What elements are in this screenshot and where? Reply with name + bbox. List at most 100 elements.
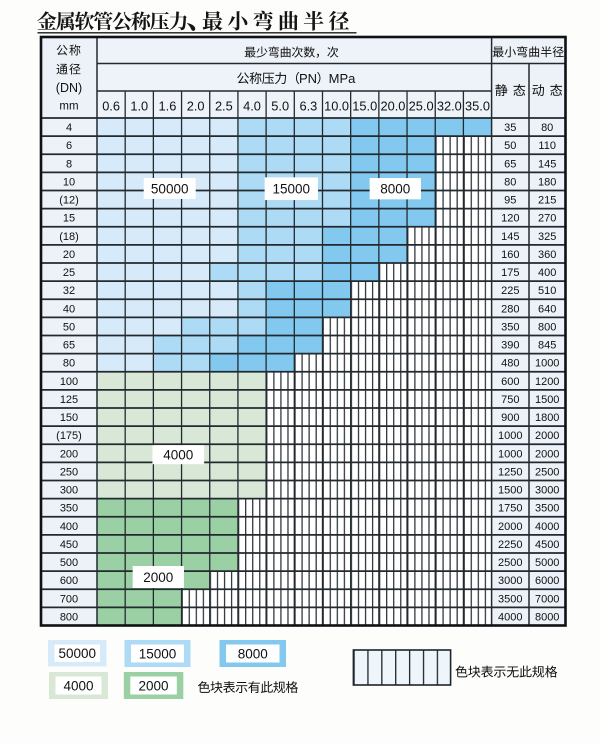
svg-text:6: 6 xyxy=(66,140,72,152)
svg-text:2.5: 2.5 xyxy=(215,99,233,114)
svg-text:145: 145 xyxy=(501,231,519,243)
svg-text:80: 80 xyxy=(63,358,75,370)
svg-text:1200: 1200 xyxy=(535,376,559,388)
svg-text:80: 80 xyxy=(504,176,516,188)
svg-text:8000: 8000 xyxy=(380,182,410,197)
svg-text:510: 510 xyxy=(538,285,556,297)
svg-text:120: 120 xyxy=(501,213,519,225)
svg-text:4000: 4000 xyxy=(535,521,559,533)
svg-text:640: 640 xyxy=(538,303,556,315)
svg-text:25: 25 xyxy=(63,267,75,279)
svg-text:1250: 1250 xyxy=(498,466,522,478)
svg-text:750: 750 xyxy=(501,394,519,406)
svg-text:2000: 2000 xyxy=(139,678,169,693)
svg-text:4000: 4000 xyxy=(63,678,93,693)
svg-text:390: 390 xyxy=(501,340,519,352)
svg-text:mm: mm xyxy=(59,101,78,113)
svg-text:125: 125 xyxy=(60,394,78,406)
svg-text:1000: 1000 xyxy=(498,448,522,460)
svg-text:8: 8 xyxy=(66,158,72,170)
svg-text:MPa: MPa xyxy=(329,71,357,86)
svg-text:3000: 3000 xyxy=(498,575,522,587)
svg-text:500: 500 xyxy=(60,557,78,569)
svg-text:325: 325 xyxy=(538,231,556,243)
svg-text:(175): (175) xyxy=(56,430,82,442)
svg-text:20: 20 xyxy=(63,249,75,261)
svg-text:1.0: 1.0 xyxy=(130,99,148,114)
svg-text:32: 32 xyxy=(63,285,75,297)
svg-text:180: 180 xyxy=(538,176,556,188)
svg-text:400: 400 xyxy=(60,521,78,533)
svg-text:360: 360 xyxy=(538,249,556,261)
svg-text:95: 95 xyxy=(504,195,516,207)
svg-text:50: 50 xyxy=(63,321,75,333)
svg-text:700: 700 xyxy=(60,593,78,605)
svg-text:15000: 15000 xyxy=(273,182,311,197)
svg-text:250: 250 xyxy=(60,466,78,478)
svg-text:8000: 8000 xyxy=(238,646,268,661)
svg-text:50000: 50000 xyxy=(58,646,96,661)
svg-text:110: 110 xyxy=(538,140,556,152)
svg-text:150: 150 xyxy=(60,412,78,424)
svg-text:1000: 1000 xyxy=(498,430,522,442)
svg-text:65: 65 xyxy=(63,340,75,352)
svg-text:225: 225 xyxy=(501,285,519,297)
svg-text:215: 215 xyxy=(538,195,556,207)
svg-text:1500: 1500 xyxy=(535,394,559,406)
svg-text:175: 175 xyxy=(501,267,519,279)
svg-text:10.0: 10.0 xyxy=(324,99,349,114)
svg-text:1000: 1000 xyxy=(535,358,559,370)
svg-text:480: 480 xyxy=(501,358,519,370)
svg-text:2.0: 2.0 xyxy=(187,99,205,114)
svg-text:8000: 8000 xyxy=(535,611,559,623)
svg-text:4.0: 4.0 xyxy=(243,99,261,114)
svg-text:800: 800 xyxy=(538,321,556,333)
svg-text:10: 10 xyxy=(63,176,75,188)
svg-text:160: 160 xyxy=(501,249,519,261)
svg-text:2000: 2000 xyxy=(143,570,173,585)
svg-text:1750: 1750 xyxy=(498,503,522,515)
svg-text:4000: 4000 xyxy=(498,611,522,623)
svg-text:35.0: 35.0 xyxy=(465,99,490,114)
svg-text:(18): (18) xyxy=(59,231,79,243)
svg-text:50: 50 xyxy=(504,140,516,152)
svg-text:0.6: 0.6 xyxy=(102,99,120,114)
svg-text:450: 450 xyxy=(60,539,78,551)
svg-text:600: 600 xyxy=(501,376,519,388)
svg-text:80: 80 xyxy=(541,122,553,134)
svg-text:2000: 2000 xyxy=(498,521,522,533)
svg-text:3000: 3000 xyxy=(535,485,559,497)
svg-text:845: 845 xyxy=(538,340,556,352)
svg-text:2500: 2500 xyxy=(498,557,522,569)
svg-text:15000: 15000 xyxy=(139,646,177,661)
svg-text:200: 200 xyxy=(60,448,78,460)
svg-text:1.6: 1.6 xyxy=(159,99,177,114)
svg-text:65: 65 xyxy=(504,158,516,170)
svg-text:40: 40 xyxy=(63,303,75,315)
svg-text:5000: 5000 xyxy=(535,557,559,569)
svg-text:1800: 1800 xyxy=(535,412,559,424)
svg-text:350: 350 xyxy=(60,503,78,515)
svg-text:400: 400 xyxy=(538,267,556,279)
svg-text:100: 100 xyxy=(60,376,78,388)
svg-text:(DN): (DN) xyxy=(56,81,82,95)
svg-text:7000: 7000 xyxy=(535,593,559,605)
svg-text:3500: 3500 xyxy=(498,593,522,605)
svg-text:6000: 6000 xyxy=(535,575,559,587)
svg-text:2250: 2250 xyxy=(498,539,522,551)
svg-text:25.0: 25.0 xyxy=(409,99,434,114)
svg-text:5.0: 5.0 xyxy=(271,99,289,114)
svg-text:2000: 2000 xyxy=(535,448,559,460)
svg-text:800: 800 xyxy=(60,611,78,623)
svg-text:1500: 1500 xyxy=(498,485,522,497)
svg-text:50000: 50000 xyxy=(151,181,189,196)
svg-text:4000: 4000 xyxy=(163,448,193,463)
svg-text:145: 145 xyxy=(538,158,556,170)
svg-text:4500: 4500 xyxy=(535,539,559,551)
svg-text:300: 300 xyxy=(60,485,78,497)
svg-text:15.0: 15.0 xyxy=(352,99,377,114)
svg-text:600: 600 xyxy=(60,575,78,587)
svg-text:2500: 2500 xyxy=(535,466,559,478)
svg-text:900: 900 xyxy=(501,412,519,424)
svg-text:4: 4 xyxy=(66,122,72,134)
